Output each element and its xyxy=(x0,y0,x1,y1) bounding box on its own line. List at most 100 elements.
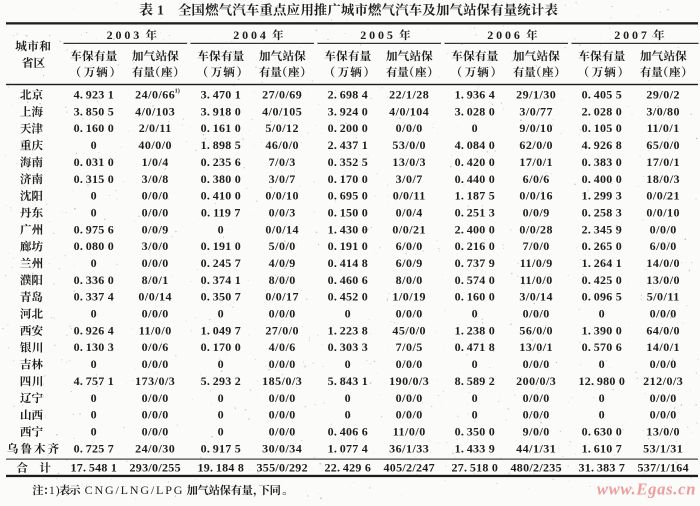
svg-text:0. 410 0: 0. 410 0 xyxy=(201,189,241,203)
svg-text:0: 0 xyxy=(91,256,97,270)
svg-text:0/0/0: 0/0/0 xyxy=(142,357,169,371)
svg-text:2. 400 0: 2. 400 0 xyxy=(455,222,495,236)
svg-text:0: 0 xyxy=(345,307,351,321)
svg-text:0/0/6: 0/0/6 xyxy=(142,340,169,354)
svg-text:0: 0 xyxy=(472,307,478,321)
svg-text:0/0/0: 0/0/0 xyxy=(269,391,296,405)
svg-text:0/0/0: 0/0/0 xyxy=(523,357,550,371)
svg-text:0/0/16: 0/0/16 xyxy=(519,189,553,203)
svg-text:3. 924 0: 3. 924 0 xyxy=(328,104,368,118)
svg-text:5. 843 1: 5. 843 1 xyxy=(328,374,368,388)
svg-text:0. 031 0: 0. 031 0 xyxy=(74,155,114,169)
svg-text:0/0/0: 0/0/0 xyxy=(142,307,169,321)
svg-text:14/0/1: 14/0/1 xyxy=(646,340,680,354)
svg-text:0/0/0: 0/0/0 xyxy=(269,357,296,371)
svg-text:2. 698 4: 2. 698 4 xyxy=(328,88,368,102)
svg-text:0. 200 0: 0. 200 0 xyxy=(328,121,368,135)
svg-text:44/1/31: 44/1/31 xyxy=(516,441,556,455)
svg-text:0. 235 6: 0. 235 6 xyxy=(201,155,241,169)
svg-text:0. 574 0: 0. 574 0 xyxy=(455,273,495,287)
svg-text:0/0/9: 0/0/9 xyxy=(523,206,550,220)
svg-text:0. 406 6: 0. 406 6 xyxy=(328,425,368,439)
svg-text:11/0/1: 11/0/1 xyxy=(647,121,680,135)
svg-text:0/0/0: 0/0/0 xyxy=(650,391,677,405)
svg-text:19. 184 8: 19. 184 8 xyxy=(197,461,244,475)
svg-text:3. 028 0: 3. 028 0 xyxy=(455,104,495,118)
svg-text:0: 0 xyxy=(218,357,224,371)
svg-text:0. 350 0: 0. 350 0 xyxy=(455,425,495,439)
svg-text:185/0/3: 185/0/3 xyxy=(262,374,302,388)
svg-text:4/0/9: 4/0/9 xyxy=(269,256,296,270)
svg-text:31. 383 7: 31. 383 7 xyxy=(578,461,625,475)
svg-text:0/0/0: 0/0/0 xyxy=(142,391,169,405)
svg-text:0/0/0: 0/0/0 xyxy=(142,408,169,422)
svg-text:8. 589 2: 8. 589 2 xyxy=(455,374,495,388)
svg-text:0/0/0: 0/0/0 xyxy=(269,408,296,422)
svg-text:0. 570 6: 0. 570 6 xyxy=(582,340,622,354)
svg-text:0: 0 xyxy=(472,391,478,405)
svg-text:13/0/1: 13/0/1 xyxy=(519,340,553,354)
svg-text:2. 345 9: 2. 345 9 xyxy=(582,222,622,236)
svg-text:0/0/0: 0/0/0 xyxy=(650,222,677,236)
svg-text:3. 470 1: 3. 470 1 xyxy=(201,88,241,102)
svg-text:www.Egas.cn: www.Egas.cn xyxy=(597,479,696,498)
svg-text:30/0/34: 30/0/34 xyxy=(262,441,302,455)
svg-text:53/0/0: 53/0/0 xyxy=(392,138,426,152)
svg-text:0: 0 xyxy=(472,408,478,422)
svg-text:0. 420 0: 0. 420 0 xyxy=(455,155,495,169)
svg-text:1): 1) xyxy=(49,485,61,497)
svg-text:0/0/14: 0/0/14 xyxy=(265,222,299,236)
svg-text:3/0/14: 3/0/14 xyxy=(519,290,553,304)
svg-text:0: 0 xyxy=(345,391,351,405)
svg-text:4. 757 1: 4. 757 1 xyxy=(74,374,114,388)
svg-text:7/0/5: 7/0/5 xyxy=(396,340,423,354)
svg-text:0. 695 0: 0. 695 0 xyxy=(328,189,368,203)
svg-text:13/0/3: 13/0/3 xyxy=(392,155,426,169)
svg-text:0/0/0: 0/0/0 xyxy=(396,391,423,405)
svg-text:0. 303 3: 0. 303 3 xyxy=(328,340,368,354)
svg-text:1. 390 0: 1. 390 0 xyxy=(582,323,622,337)
svg-text:12. 980 0: 12. 980 0 xyxy=(578,374,625,388)
svg-text:4/0/6: 4/0/6 xyxy=(269,340,296,354)
svg-text:2. 028 0: 2. 028 0 xyxy=(582,104,622,118)
svg-text:0/0/0: 0/0/0 xyxy=(523,307,550,321)
svg-text:537/1/164: 537/1/164 xyxy=(638,461,689,475)
svg-text:18/0/3: 18/0/3 xyxy=(646,172,680,186)
svg-text:3/0/80: 3/0/80 xyxy=(646,104,680,118)
svg-text:0. 374 1: 0. 374 1 xyxy=(201,273,241,287)
svg-text:0/0/0: 0/0/0 xyxy=(396,307,423,321)
svg-text:8/0/1: 8/0/1 xyxy=(142,273,169,287)
svg-text:2004: 2004 xyxy=(233,28,269,42)
svg-text:0. 315 0: 0. 315 0 xyxy=(74,172,114,186)
svg-text:0: 0 xyxy=(472,357,478,371)
svg-text:0/0/21: 0/0/21 xyxy=(392,222,426,236)
svg-text:1. 049 7: 1. 049 7 xyxy=(201,323,241,337)
svg-text:27/0/69: 27/0/69 xyxy=(262,88,302,102)
svg-text:1. 898 5: 1. 898 5 xyxy=(201,138,241,152)
svg-text:0: 0 xyxy=(218,408,224,422)
svg-text:173/0/3: 173/0/3 xyxy=(135,374,175,388)
svg-text:4. 084 0: 4. 084 0 xyxy=(455,138,495,152)
svg-text:14/0/0: 14/0/0 xyxy=(646,256,680,270)
svg-text:13/0/0: 13/0/0 xyxy=(646,273,680,287)
svg-text:0. 400 0: 0. 400 0 xyxy=(582,172,622,186)
svg-text:2006: 2006 xyxy=(487,28,523,42)
svg-text:22/1/28: 22/1/28 xyxy=(389,88,429,102)
svg-text:0. 440 0: 0. 440 0 xyxy=(455,172,495,186)
svg-text:2003: 2003 xyxy=(107,28,143,42)
svg-text:1: 1 xyxy=(157,3,164,18)
svg-text:1. 264 1: 1. 264 1 xyxy=(582,256,622,270)
svg-text:65/0/0: 65/0/0 xyxy=(646,138,680,152)
svg-text:0/0/0: 0/0/0 xyxy=(142,189,169,203)
svg-text:7/0/0: 7/0/0 xyxy=(523,239,550,253)
svg-text:0/0/10: 0/0/10 xyxy=(265,189,299,203)
svg-text:0. 160 0: 0. 160 0 xyxy=(455,290,495,304)
svg-text:0: 0 xyxy=(91,307,97,321)
svg-text:3. 850 5: 3. 850 5 xyxy=(74,104,114,118)
svg-text:0/0/0: 0/0/0 xyxy=(523,408,550,422)
svg-text:0/0/10: 0/0/10 xyxy=(646,206,680,220)
svg-text:200/0/3: 200/0/3 xyxy=(516,374,556,388)
svg-text:5/0/12: 5/0/12 xyxy=(265,121,299,135)
svg-text:0/0/0: 0/0/0 xyxy=(142,425,169,439)
svg-text:0/0/0: 0/0/0 xyxy=(650,307,677,321)
